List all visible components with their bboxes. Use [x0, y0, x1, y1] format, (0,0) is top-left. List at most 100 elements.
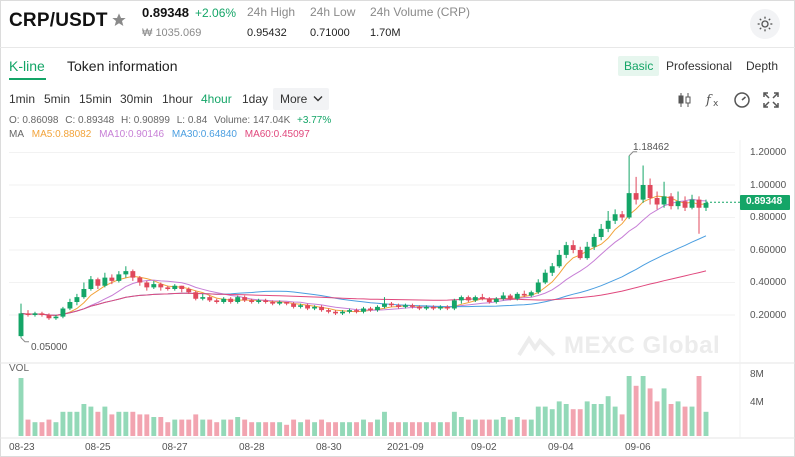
stat-low-value: 0.71000 — [310, 27, 350, 39]
date-label: 08-23 — [9, 442, 35, 453]
volume-bar — [486, 419, 492, 436]
settings-gauge-icon[interactable] — [733, 91, 751, 109]
volume-bar — [514, 417, 520, 436]
candle — [619, 214, 625, 218]
candle — [200, 297, 206, 299]
candle — [25, 313, 31, 315]
volume-bar — [423, 422, 429, 436]
volume-bar — [451, 411, 457, 436]
volume-bar — [263, 422, 269, 436]
candle — [319, 306, 325, 311]
candle — [668, 196, 674, 207]
candle — [591, 237, 597, 247]
candle — [647, 185, 653, 198]
volume-bar — [458, 417, 464, 436]
candle — [563, 245, 569, 255]
ohlc-low: L: 0.84 — [176, 115, 208, 126]
candle — [633, 193, 639, 200]
sun-icon — [757, 16, 773, 32]
interval-15min[interactable]: 15min — [79, 92, 112, 106]
candle — [158, 284, 164, 288]
more-intervals-dropdown[interactable]: More — [273, 88, 329, 110]
interval-30min[interactable]: 30min — [120, 92, 153, 106]
volume-bar — [221, 419, 227, 436]
view-basic-button[interactable]: Basic — [618, 56, 660, 76]
interval-1min[interactable]: 1min — [9, 92, 36, 106]
favorite-star-icon[interactable] — [111, 12, 127, 28]
candle — [570, 245, 576, 250]
volume-bar — [633, 385, 639, 436]
volume-bar — [109, 414, 115, 436]
volume-bar — [375, 419, 380, 436]
candle — [242, 297, 248, 301]
volume-bar — [493, 419, 499, 436]
candle — [298, 305, 304, 307]
interval-5min[interactable]: 5min — [44, 92, 71, 106]
candle — [486, 298, 492, 302]
candle — [18, 313, 24, 337]
volume-bar — [368, 422, 373, 436]
volume-bar — [165, 422, 171, 436]
volume-bar — [444, 422, 450, 436]
volume-bar — [200, 419, 206, 436]
volume-bar — [228, 419, 234, 436]
ma-legend: MA MA5:0.88082 MA10:0.90146 MA30:0.64840… — [9, 129, 315, 140]
interval-1hour[interactable]: 1hour — [162, 92, 193, 106]
volume-bar — [172, 419, 178, 436]
ma10-value: MA10:0.90146 — [99, 129, 165, 140]
candle — [144, 282, 150, 288]
candle — [654, 198, 660, 205]
volume-bar — [270, 422, 276, 436]
volume-bar — [528, 419, 534, 436]
candle — [598, 228, 604, 237]
price-tick: 1.00000 — [750, 180, 787, 191]
volume-tick: 8M — [750, 369, 764, 380]
candle — [123, 271, 129, 275]
theme-toggle-button[interactable] — [750, 9, 780, 39]
volume-bar — [347, 422, 352, 436]
tab-token-information[interactable]: Token information — [67, 58, 178, 74]
view-depth-button[interactable]: Depth — [746, 59, 779, 73]
volume-bar — [193, 414, 199, 436]
date-label: 2021-09 — [387, 442, 424, 453]
date-label: 09-04 — [548, 442, 574, 453]
volume-bar — [186, 419, 192, 436]
ohlc-info: O: 0.86098 C: 0.89348 H: 0.90899 L: 0.84… — [9, 115, 335, 126]
volume-bar — [305, 419, 311, 436]
candle — [207, 297, 213, 301]
candle — [256, 300, 262, 302]
volume-tick: 4M — [750, 397, 764, 408]
candle — [584, 246, 590, 259]
last-price-tag: 0.89348 — [740, 195, 790, 210]
interval-4hour[interactable]: 4hour — [201, 92, 232, 106]
volume-bar — [242, 419, 248, 436]
candle — [130, 271, 136, 278]
interval-1day[interactable]: 1day — [242, 92, 269, 106]
candle — [53, 316, 59, 319]
fullscreen-icon[interactable] — [762, 91, 780, 109]
volume-bar — [312, 422, 318, 436]
date-label: 08-30 — [316, 442, 342, 453]
candle-type-icon[interactable] — [676, 91, 694, 109]
volume-bar — [640, 376, 646, 436]
volume-bar — [584, 401, 590, 436]
volume-bar — [95, 411, 101, 436]
volume-bar — [563, 404, 569, 436]
view-professional-button[interactable]: Professional — [666, 59, 733, 73]
candle — [389, 303, 394, 306]
volume-bar — [703, 411, 709, 436]
volume-bar — [102, 406, 108, 436]
ohlc-change: +3.77% — [297, 115, 332, 126]
volume-bar — [556, 401, 562, 436]
ohlc-open: O: 0.86098 — [9, 115, 59, 126]
candle — [284, 302, 290, 304]
candle — [472, 297, 478, 301]
ma-label: MA — [9, 129, 24, 140]
tab-kline[interactable]: K-line — [9, 58, 45, 74]
stat-volume-label: 24h Volume (CRP) — [370, 5, 471, 19]
date-label: 09-06 — [625, 442, 651, 453]
volume-bar — [67, 411, 73, 436]
candle — [689, 199, 695, 208]
